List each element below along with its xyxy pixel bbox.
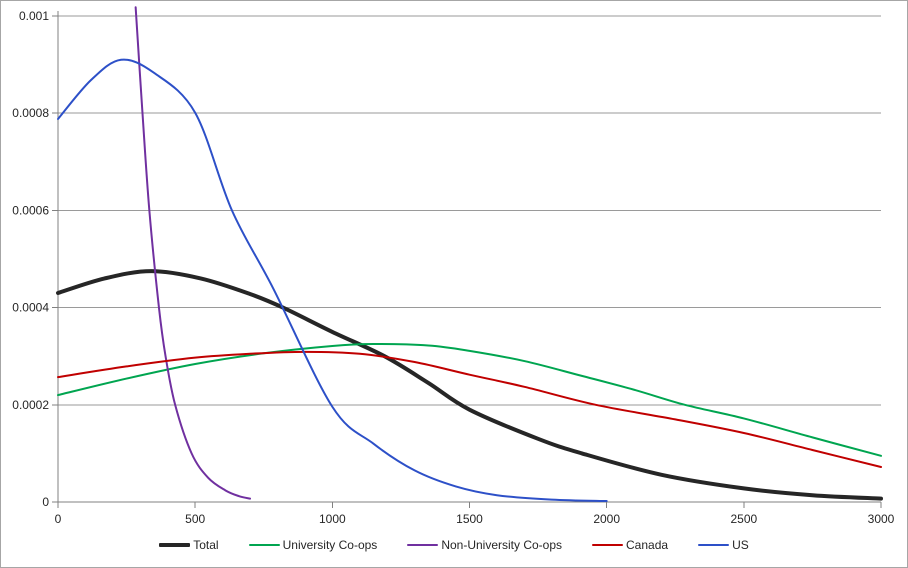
legend-swatch-total bbox=[159, 543, 191, 547]
x-tick-label: 2500 bbox=[730, 512, 757, 526]
x-tick-label: 2000 bbox=[593, 512, 620, 526]
series-line-total[interactable] bbox=[56, 269, 883, 501]
x-tick-label: 500 bbox=[185, 512, 205, 526]
legend-swatch-canada bbox=[592, 544, 624, 546]
legend-item-us[interactable]: US bbox=[698, 538, 749, 552]
legend-label-non-university-co-ops: Non-University Co-ops bbox=[441, 538, 563, 552]
x-tick-label: 1500 bbox=[456, 512, 483, 526]
series-line-non-university-co-ops[interactable] bbox=[134, 6, 252, 500]
y-tick-label: 0.0008 bbox=[12, 106, 49, 120]
x-tick-label: 0 bbox=[55, 512, 62, 526]
y-tick-label: 0 bbox=[42, 495, 49, 509]
series-line-us[interactable] bbox=[57, 58, 608, 503]
legend-item-university-co-ops[interactable]: University Co-ops bbox=[248, 538, 378, 552]
x-tick-label: 3000 bbox=[868, 512, 895, 526]
y-tick-label: 0.001 bbox=[19, 9, 49, 23]
legend-item-non-university-co-ops[interactable]: Non-University Co-ops bbox=[407, 538, 562, 552]
y-tick-label: 0.0002 bbox=[12, 398, 49, 412]
legend-label-university-co-ops: University Co-ops bbox=[282, 538, 378, 552]
legend-item-canada[interactable]: Canada bbox=[592, 538, 668, 552]
series-line-university-co-ops[interactable] bbox=[57, 343, 882, 457]
legend-swatch-us bbox=[698, 544, 730, 546]
y-tick-label: 0.0006 bbox=[12, 203, 49, 217]
series-line-canada[interactable] bbox=[57, 350, 882, 469]
legend-swatch-university-co-ops bbox=[248, 544, 280, 546]
legend-swatch-non-university-co-ops bbox=[407, 544, 439, 546]
x-tick-label: 1000 bbox=[319, 512, 346, 526]
y-tick-label: 0.0004 bbox=[12, 301, 49, 315]
legend-label-canada: Canada bbox=[626, 538, 669, 552]
legend-label-total: Total bbox=[193, 538, 219, 552]
legend-label-us: US bbox=[732, 538, 749, 552]
legend: Total University Co-ops Non-University Co-… bbox=[1, 538, 907, 552]
legend-item-total[interactable]: Total bbox=[159, 538, 219, 552]
